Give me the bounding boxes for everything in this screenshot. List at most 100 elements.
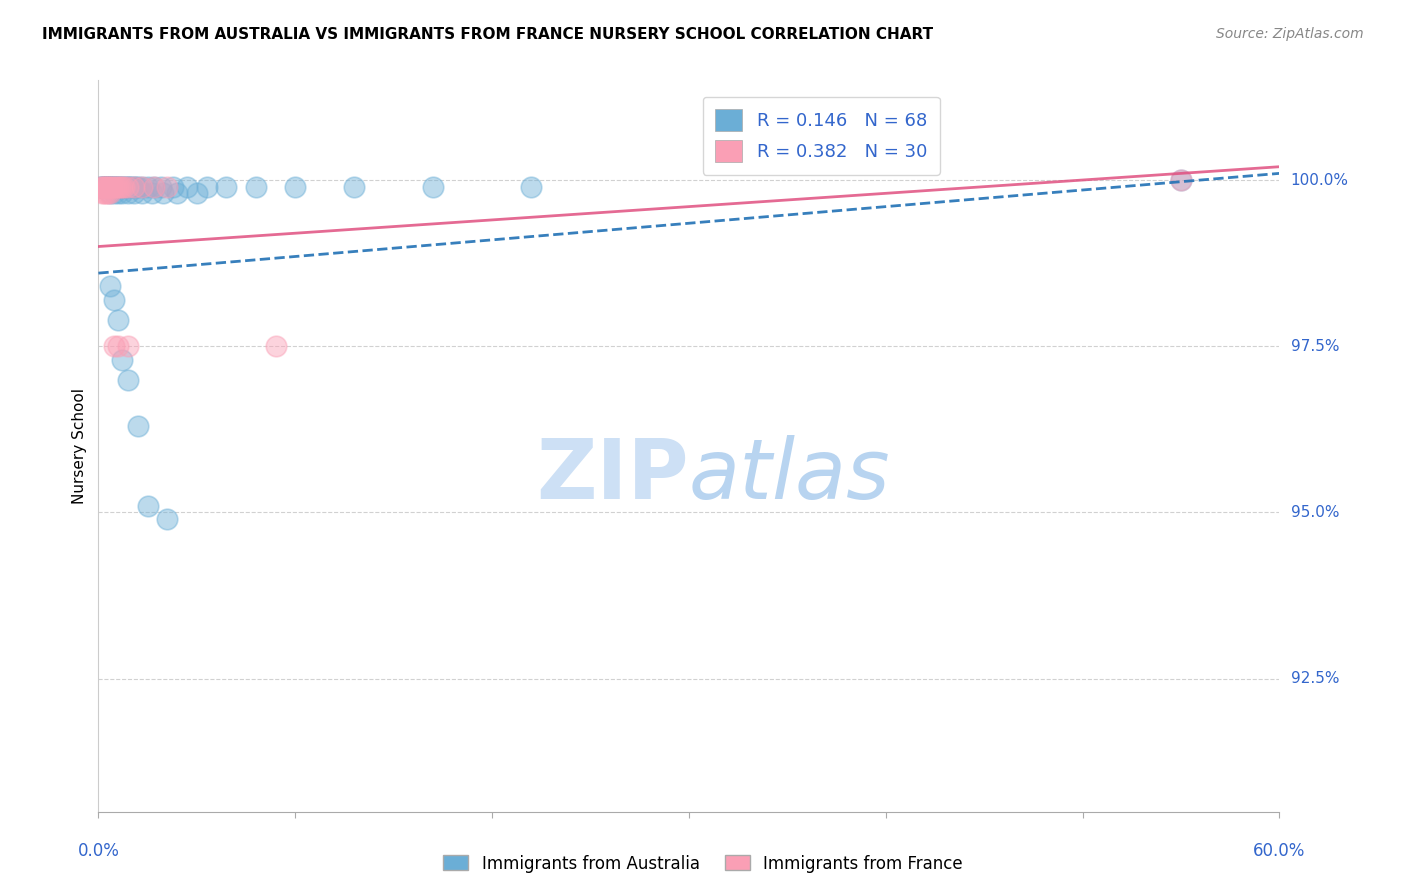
Point (156, 179, 179, 194)
Point (122, 186, 145, 201)
Point (142, 179, 165, 194)
Text: ZIP: ZIP (537, 434, 689, 516)
Point (93, 186, 115, 201)
Point (131, 186, 153, 201)
Point (117, 372, 139, 386)
Point (105, 179, 128, 194)
Point (107, 179, 129, 194)
Point (107, 312, 129, 326)
Point (150, 179, 173, 194)
Y-axis label: Nursery School: Nursery School (72, 388, 87, 504)
Point (96, 179, 118, 194)
Legend: Immigrants from Australia, Immigrants from France: Immigrants from Australia, Immigrants fr… (437, 848, 969, 880)
Point (195, 179, 218, 194)
Point (91, 179, 114, 194)
Point (343, 179, 366, 194)
Point (112, 179, 135, 194)
Point (111, 179, 134, 194)
Point (103, 339, 125, 353)
Point (103, 293, 125, 307)
Point (122, 179, 145, 194)
Point (98, 279, 121, 293)
Point (131, 179, 153, 194)
Point (103, 179, 125, 194)
Point (111, 186, 134, 201)
Point (103, 186, 125, 201)
Point (176, 179, 198, 194)
Point (117, 179, 139, 194)
Point (105, 179, 128, 194)
Point (98, 186, 121, 201)
Point (162, 179, 184, 194)
Text: 92.5%: 92.5% (1291, 672, 1339, 686)
Point (121, 179, 143, 194)
Point (98, 179, 121, 194)
Legend: R = 0.146   N = 68, R = 0.382   N = 30: R = 0.146 N = 68, R = 0.382 N = 30 (703, 96, 939, 175)
Point (245, 179, 267, 194)
Point (118, 179, 141, 194)
Point (142, 179, 165, 194)
Point (96, 179, 118, 194)
Point (89, 179, 111, 194)
Point (97, 179, 120, 194)
Point (97, 179, 120, 194)
Point (98, 179, 121, 194)
Point (93, 179, 115, 194)
Point (103, 179, 125, 194)
Point (101, 179, 124, 194)
Point (122, 179, 145, 194)
Point (96, 179, 118, 194)
Point (98, 179, 121, 194)
Point (105, 179, 128, 194)
Point (91, 179, 114, 194)
Point (107, 186, 129, 201)
Text: 100.0%: 100.0% (1291, 172, 1348, 187)
Point (152, 186, 174, 201)
Point (112, 179, 135, 194)
Point (107, 339, 129, 353)
Point (101, 179, 124, 194)
Point (111, 352, 134, 367)
Point (117, 179, 139, 194)
Point (97, 179, 120, 194)
Point (107, 179, 129, 194)
Point (93, 179, 115, 194)
Point (89, 179, 111, 194)
Point (97, 186, 120, 201)
Text: atlas: atlas (689, 434, 890, 516)
Point (117, 179, 139, 194)
Point (520, 179, 543, 194)
Point (125, 179, 148, 194)
Point (108, 179, 131, 194)
Point (93, 179, 115, 194)
Point (93, 179, 115, 194)
Point (115, 179, 138, 194)
Point (117, 186, 139, 201)
Point (141, 186, 163, 201)
Point (136, 179, 159, 194)
Point (136, 499, 159, 513)
Point (111, 179, 134, 194)
Text: 95.0%: 95.0% (1291, 505, 1339, 520)
Point (98, 179, 121, 194)
Point (96, 186, 118, 201)
Point (97, 179, 120, 194)
Text: 0.0%: 0.0% (77, 842, 120, 860)
Point (166, 186, 188, 201)
Point (97, 179, 120, 194)
Point (108, 179, 131, 194)
Point (103, 179, 125, 194)
Point (107, 179, 129, 194)
Point (422, 179, 444, 194)
Text: 60.0%: 60.0% (1253, 842, 1306, 860)
Point (93, 179, 115, 194)
Point (96, 179, 118, 194)
Point (215, 179, 238, 194)
Point (264, 339, 287, 353)
Point (101, 179, 124, 194)
Point (98, 186, 121, 201)
Point (284, 179, 307, 194)
Point (131, 179, 153, 194)
Point (111, 179, 134, 194)
Point (127, 419, 149, 434)
